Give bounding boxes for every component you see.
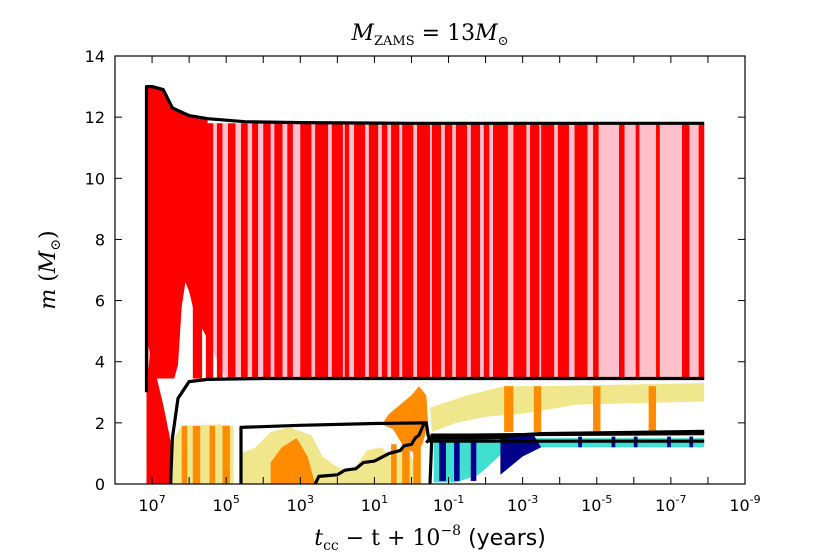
convection-stripe-28 (541, 123, 555, 379)
convection-stripe-20 (431, 123, 442, 379)
y-tick-label: 10 (85, 169, 105, 188)
x-tick-label: 107 (138, 493, 165, 515)
y-tick-label: 2 (95, 414, 105, 433)
convection-stripe-15 (368, 123, 379, 379)
line-co-core-boundary (313, 421, 705, 485)
burning-navy-stripe-1 (439, 441, 446, 481)
y-tick-label: 8 (95, 230, 105, 249)
convection-stripe-2 (205, 123, 214, 379)
burning-orange-stripe-upper-1 (504, 386, 514, 433)
convection-stripe-12 (331, 123, 343, 379)
convection-stripe-4 (228, 123, 236, 379)
burning-orange-stripe-3 (209, 425, 216, 484)
convection-stripe-3 (216, 123, 223, 379)
mixing-regions (146, 86, 705, 484)
convection-stripe-29 (557, 123, 569, 379)
burning-region-navy (500, 435, 542, 475)
burning-orange-stripe-low-2 (402, 444, 410, 484)
convection-stripe-24 (483, 123, 490, 379)
x-tick-label: 10-9 (729, 493, 760, 515)
convection-stripe-35 (682, 123, 690, 379)
convection-stripe-34 (656, 123, 660, 379)
convection-stripe-14 (354, 123, 366, 379)
convection-stripe-6 (252, 123, 259, 379)
line-o-core-boundary (239, 421, 425, 484)
burning-orange-stripe-upper-2 (533, 386, 542, 433)
y-tick-label: 14 (85, 47, 105, 66)
x-tick-label: 10-5 (581, 493, 612, 515)
convection-stripe-32 (619, 123, 625, 379)
burning-orange-stripe-low-1 (391, 444, 397, 484)
x-tick-label: 101 (361, 493, 388, 515)
burning-orange-stripe-2 (192, 425, 201, 484)
convection-stripe-8 (274, 123, 283, 379)
burning-region-orange-1 (270, 438, 316, 484)
convection-stripe-5 (241, 123, 248, 379)
convection-stripe-30 (574, 123, 588, 379)
convection-stripe-21 (444, 123, 453, 379)
convection-stripe-9 (287, 123, 293, 379)
line-total-mass (144, 85, 705, 393)
y-tick-label: 6 (95, 292, 105, 311)
x-tick-label: 103 (287, 493, 314, 515)
burning-orange-stripe-1 (181, 425, 188, 484)
convection-stripe-25 (493, 123, 508, 379)
burning-navy-stripe-3 (470, 441, 477, 481)
line-he-core-boundary (169, 376, 705, 485)
convection-stripe-31 (593, 123, 599, 379)
y-axis-label: m (M⊙) (36, 230, 64, 309)
burning-orange-stripe-low-3 (413, 444, 421, 484)
line-fe-core-boundary (425, 429, 705, 444)
burning-orange-stripe-upper-4 (648, 386, 657, 433)
convection-stripe-11 (315, 123, 329, 379)
y-tick-label: 12 (85, 108, 105, 127)
x-axis-label: tcc − t + 10−8 (years) (314, 523, 546, 554)
convection-stripe-13 (344, 123, 350, 379)
burning-orange-stripe-4 (222, 425, 230, 484)
convection-stripe-18 (402, 123, 414, 379)
burning-region-khaki-1 (172, 424, 234, 484)
burning-navy-stripe-2 (454, 441, 460, 481)
burning-region-orange-2 (381, 386, 429, 454)
convection-stripe-7 (263, 123, 271, 379)
burning-orange-stripe-upper-3 (593, 386, 601, 433)
convection-stripe-33 (635, 123, 640, 379)
convection-stripe-16 (381, 123, 388, 379)
convection-stripe-1 (192, 123, 203, 379)
convection-stripe-27 (530, 123, 540, 379)
x-tick-label: 105 (212, 493, 239, 515)
x-tick-label: 10-1 (433, 493, 464, 515)
convection-stripe-26 (513, 123, 527, 379)
boundary-lines (144, 85, 705, 485)
convection-stripe-17 (391, 123, 400, 379)
plot-frame (114, 55, 746, 485)
axis-ticks: 0 2 4 6 8 10 12 14 107 105 103 101 10-1 10-3 10-5 10-7 1… (85, 47, 761, 515)
x-tick-label: 10-7 (655, 493, 686, 515)
y-tick-label: 0 (95, 475, 105, 494)
x-tick-label: 10-3 (507, 493, 538, 515)
chart-title: MZAMS = 13M⊙ (350, 21, 508, 49)
burning-region-khaki-3 (430, 383, 705, 432)
convection-stripe-22 (455, 123, 468, 379)
convection-stripe-23 (470, 123, 481, 379)
convection-stripe-19 (417, 123, 430, 379)
convection-stripe-10 (300, 123, 312, 379)
y-tick-label: 4 (95, 353, 105, 372)
convective-core-early (146, 349, 173, 484)
convection-stripe-36 (698, 123, 705, 379)
